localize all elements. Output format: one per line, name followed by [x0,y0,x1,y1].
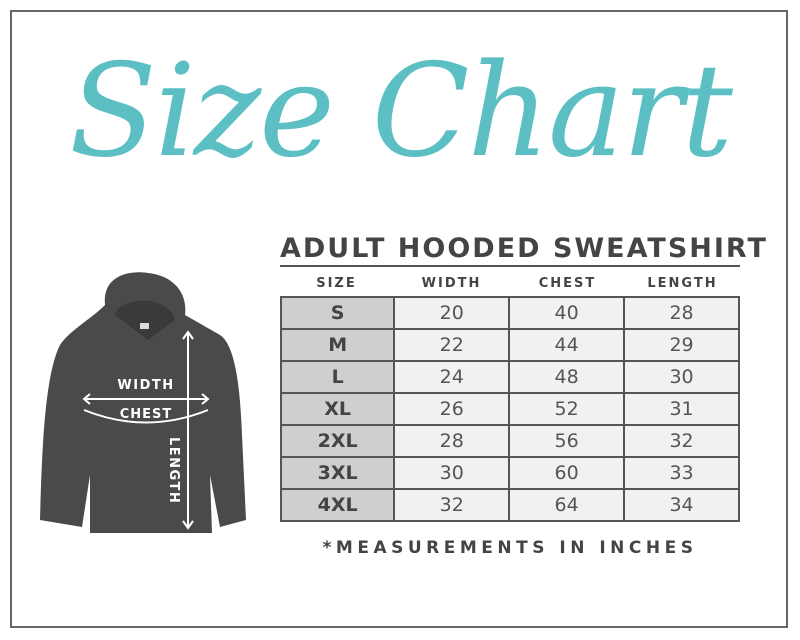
measurement-cell: 26 [393,392,511,426]
measurement-cell: 40 [508,296,626,330]
measurement-cell: 32 [393,488,511,522]
measurement-cell: 30 [393,456,511,490]
product-title: ADULT HOODED SWEATSHIRT [280,233,768,264]
measurement-cell: 56 [508,424,626,458]
measurement-cell: 44 [508,328,626,362]
size-cell: XL [279,392,396,426]
column-header: LENGTH [647,276,718,291]
width-label: WIDTH [117,378,174,393]
table-row: M 22 44 29 [279,328,740,362]
title-underline [280,265,740,267]
measurement-cell: 64 [508,488,626,522]
measurement-cell: 32 [623,424,740,458]
measurement-cell: 29 [623,328,740,362]
measurement-cell: 31 [623,392,740,426]
size-cell: L [279,360,396,394]
page-title: Size Chart [69,37,733,186]
size-table: S 20 40 28 M 22 44 29 L 24 48 30 XL 26 52 31 2XL 28 56 32 3X… [279,296,740,522]
table-row: L 24 48 30 [279,360,740,394]
measurement-cell: 48 [508,360,626,394]
size-cell: 2XL [279,424,396,458]
size-cell: 4XL [279,488,396,522]
length-label: LENGTH [166,437,181,504]
column-header: WIDTH [421,276,482,291]
measurement-cell: 28 [623,296,740,330]
hoodie-diagram: WIDTH CHEST LENGTH [40,272,246,533]
table-row: 2XL 28 56 32 [279,424,740,458]
chest-arrow [83,409,209,424]
measurement-cell: 60 [508,456,626,490]
table-header: SIZE WIDTH CHEST LENGTH [280,276,740,291]
chart-border [10,10,788,628]
table-row: 4XL 32 64 34 [279,488,740,522]
column-header: SIZE [316,276,357,291]
size-cell: S [279,296,396,330]
footnote: *MEASUREMENTS IN INCHES [322,538,698,558]
measurement-cell: 30 [623,360,740,394]
measurement-cell: 52 [508,392,626,426]
hoodie-icon [40,272,246,533]
table-row: 3XL 30 60 33 [279,456,740,490]
size-cell: M [279,328,396,362]
table-row: XL 26 52 31 [279,392,740,426]
chest-label: CHEST [120,407,173,422]
measurement-cell: 33 [623,456,740,490]
measurement-cell: 20 [393,296,511,330]
measurement-cell: 24 [393,360,511,394]
size-cell: 3XL [279,456,396,490]
table-row: S 20 40 28 [279,296,740,330]
column-header: CHEST [538,276,597,291]
measurement-cell: 28 [393,424,511,458]
measurement-cell: 22 [393,328,511,362]
measurement-cell: 34 [623,488,740,522]
